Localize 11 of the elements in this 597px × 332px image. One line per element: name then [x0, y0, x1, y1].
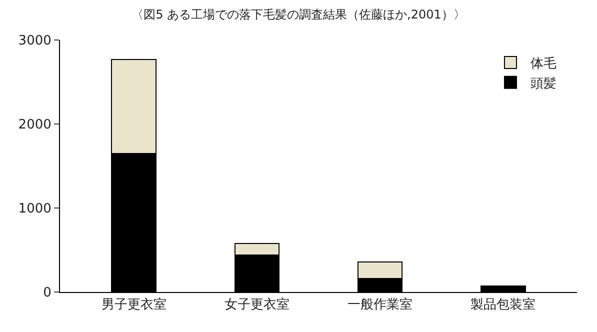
x-tick-label: 男子更衣室 [101, 296, 166, 313]
x-tick-label: 一般作業室 [348, 296, 413, 313]
legend-label: 頭髪 [530, 76, 556, 92]
chart-title: 〈図5 ある工場での落下毛髪の調査結果（佐藤ほか,2001）〉 [132, 7, 466, 22]
y-tick-label: 0 [43, 286, 52, 301]
y-tick-label: 1000 [18, 202, 52, 217]
x-tick-label: 製品包装室 [470, 296, 536, 313]
legend-label: 体毛 [530, 56, 556, 72]
y-tick-label: 2000 [18, 118, 52, 133]
y-tick-label: 3000 [18, 34, 52, 49]
x-tick-label: 女子更衣室 [224, 296, 290, 313]
